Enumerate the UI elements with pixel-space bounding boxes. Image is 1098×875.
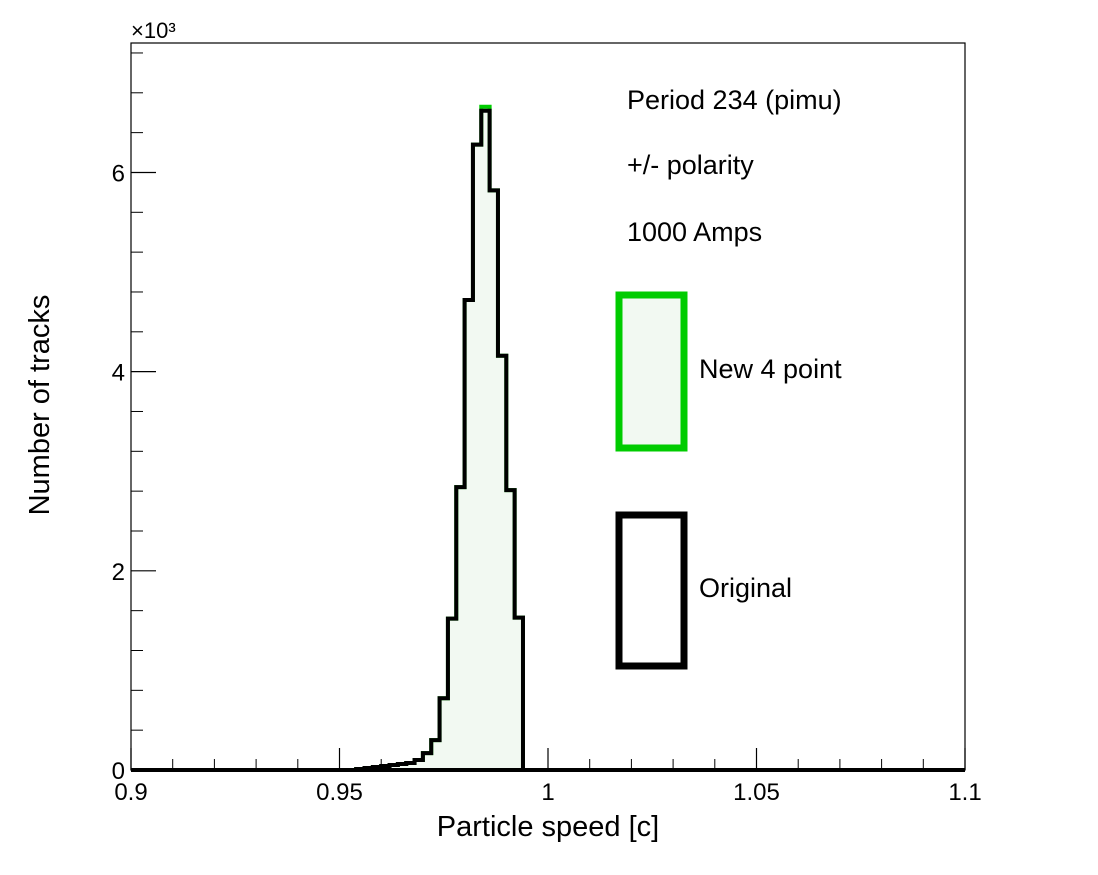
annotation-polarity: +/- polarity xyxy=(627,150,754,180)
y-axis-label: Number of tracks xyxy=(24,295,56,516)
histogram-bars-original xyxy=(354,108,532,772)
legend-swatch-new-4-point xyxy=(615,291,688,452)
plot-frame xyxy=(130,42,966,771)
y-tick-label: 0 xyxy=(112,758,125,785)
legend-label-new-4-point: New 4 point xyxy=(699,354,842,384)
y-tick-label: 2 xyxy=(112,559,125,586)
series-original xyxy=(354,108,532,772)
x-axis-ticks: 0.9 0.95 1 1.05 1.1 xyxy=(114,748,982,806)
y-tick-label: 4 xyxy=(112,360,125,387)
x-tick-label: 1.05 xyxy=(733,779,780,806)
y-multiplier: ×10³ xyxy=(131,18,176,43)
x-axis-label: Particle speed [c] xyxy=(437,811,659,843)
x-tick-label: 1 xyxy=(541,779,554,806)
y-tick-label: 6 xyxy=(112,160,125,187)
x-tick-label: 1.1 xyxy=(948,779,981,806)
x-tick-label: 0.9 xyxy=(114,779,147,806)
annotation-current: 1000 Amps xyxy=(627,217,762,247)
x-tick-label: 0.95 xyxy=(316,779,363,806)
y-axis-ticks: 0 2 4 6 xyxy=(112,52,156,785)
legend-swatch-original xyxy=(615,511,688,670)
annotation-period: Period 234 (pimu) xyxy=(627,85,842,115)
legend-label-original: Original xyxy=(699,573,792,603)
